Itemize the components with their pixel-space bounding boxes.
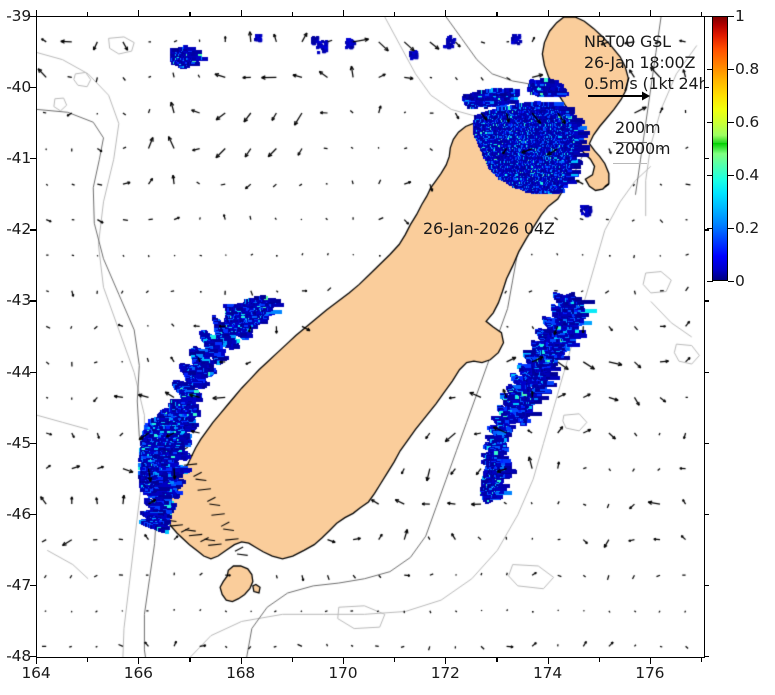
colorbar-tick — [707, 175, 713, 177]
x-tick — [547, 657, 549, 664]
colorbar-tick-right — [728, 175, 734, 177]
x-tick — [240, 657, 242, 664]
x-tick-minor-top — [598, 12, 600, 17]
x-axis-label: 164 — [21, 664, 51, 682]
y-tick-right — [704, 16, 709, 18]
nrt-info-annotation: NRT00 GSL 26-Jan 18:00Z 0.5m/s (1kt 24h) — [584, 32, 705, 93]
y-axis-label: -47 — [6, 575, 31, 594]
x-tick — [36, 657, 38, 664]
x-axis-label: 172 — [430, 664, 460, 682]
map-timestamp-label: 26-Jan-2026 04Z — [423, 219, 555, 238]
y-tick — [30, 584, 37, 587]
velocity-scale-arrow-icon — [588, 91, 650, 101]
y-axis-label: -42 — [6, 220, 31, 239]
colorbar-tick — [707, 16, 713, 18]
colorbar-gradient — [712, 16, 728, 281]
y-tick — [30, 513, 37, 515]
y-axis-label: -41 — [6, 149, 31, 168]
x-axis-label: 170 — [328, 664, 358, 682]
colorbar-tick — [707, 69, 713, 71]
x-tick-top — [649, 10, 651, 17]
x-tick-top — [138, 10, 140, 17]
y-axis-label: -39 — [6, 7, 31, 25]
x-tick-minor — [189, 657, 191, 662]
colorbar-tick-label: 0.6 — [735, 113, 760, 131]
x-tick-minor-top — [189, 12, 191, 17]
y-axis-label: -45 — [6, 433, 31, 452]
x-tick-minor — [496, 657, 498, 662]
x-tick-top — [36, 10, 38, 17]
y-tick-right — [704, 229, 709, 231]
x-tick-minor-top — [496, 12, 498, 17]
y-axis-label: -44 — [6, 362, 31, 381]
y-tick-right — [704, 513, 709, 515]
x-tick-top — [240, 10, 242, 17]
colorbar-tick-label: 0 — [735, 272, 745, 290]
x-tick-top — [445, 10, 447, 17]
colorbar-tick-label: 0.8 — [735, 60, 760, 78]
current-vector-layer — [37, 17, 704, 657]
y-tick — [30, 656, 37, 658]
y-tick — [30, 300, 37, 302]
y-tick-right — [704, 300, 709, 302]
map-plot-area[interactable]: NRT00 GSL 26-Jan 18:00Z 0.5m/s (1kt 24h) 2… — [36, 16, 705, 658]
y-tick — [30, 442, 37, 444]
x-tick-minor-top — [394, 12, 396, 17]
colorbar-tick — [707, 228, 713, 230]
x-axis-label: 176 — [635, 664, 665, 682]
x-tick-top — [342, 10, 345, 17]
y-tick-right — [704, 87, 709, 89]
x-tick — [138, 657, 140, 664]
colorbar-tick-right — [728, 281, 734, 283]
x-axis-label: 168 — [226, 664, 256, 682]
colorbar-tick-right — [728, 228, 734, 230]
y-tick — [30, 87, 37, 89]
colorbar-tick-right — [728, 16, 734, 18]
x-tick — [445, 657, 447, 664]
x-tick — [649, 657, 651, 664]
bathy-2000m-line-icon — [613, 163, 647, 164]
x-tick-minor-top — [291, 12, 293, 17]
x-tick-minor — [700, 657, 703, 662]
colorbar-tick-label: 0.4 — [735, 166, 760, 184]
x-tick-minor — [291, 657, 293, 662]
y-tick-right — [704, 584, 709, 587]
x-tick-minor-top — [87, 12, 89, 17]
bathy-200m-line-icon — [613, 142, 647, 143]
y-tick — [30, 158, 37, 160]
y-tick — [30, 371, 37, 373]
colorbar-title: std dev of 4hr SST comp — [734, 16, 775, 281]
y-tick — [30, 16, 37, 18]
y-tick-right — [704, 442, 709, 444]
x-tick-minor — [87, 657, 89, 662]
y-axis-label: -46 — [6, 504, 31, 523]
colorbar-tick-label: 1 — [735, 7, 745, 25]
y-tick — [30, 229, 37, 231]
attribution-text: © IMOS 29-Jan-2026 14:56 Hobart; Tscale=… — [745, 300, 775, 655]
colorbar-tick-label: 0.2 — [735, 219, 760, 237]
x-tick — [342, 657, 345, 664]
y-tick-right — [704, 371, 709, 373]
colorbar[interactable]: 0 0.2 0.4 0.6 0.8 1 — [707, 7, 759, 290]
bathymetry-legend: 200m 2000m — [615, 118, 671, 158]
x-tick-top — [547, 10, 549, 17]
y-tick-right — [704, 656, 709, 658]
y-axis-label: -43 — [6, 291, 31, 310]
colorbar-tick-right — [728, 69, 734, 71]
y-axis-label: -40 — [6, 78, 31, 97]
x-axis-label: 166 — [123, 664, 153, 682]
x-tick-minor — [598, 657, 600, 662]
y-tick-right — [704, 158, 709, 160]
x-tick-minor-top — [700, 12, 703, 17]
colorbar-tick — [707, 122, 713, 124]
x-axis-label: 174 — [533, 664, 562, 682]
colorbar-tick — [707, 281, 713, 283]
y-axis-label: -48 — [6, 647, 31, 665]
x-tick-minor — [394, 657, 396, 662]
colorbar-tick-right — [728, 122, 734, 124]
